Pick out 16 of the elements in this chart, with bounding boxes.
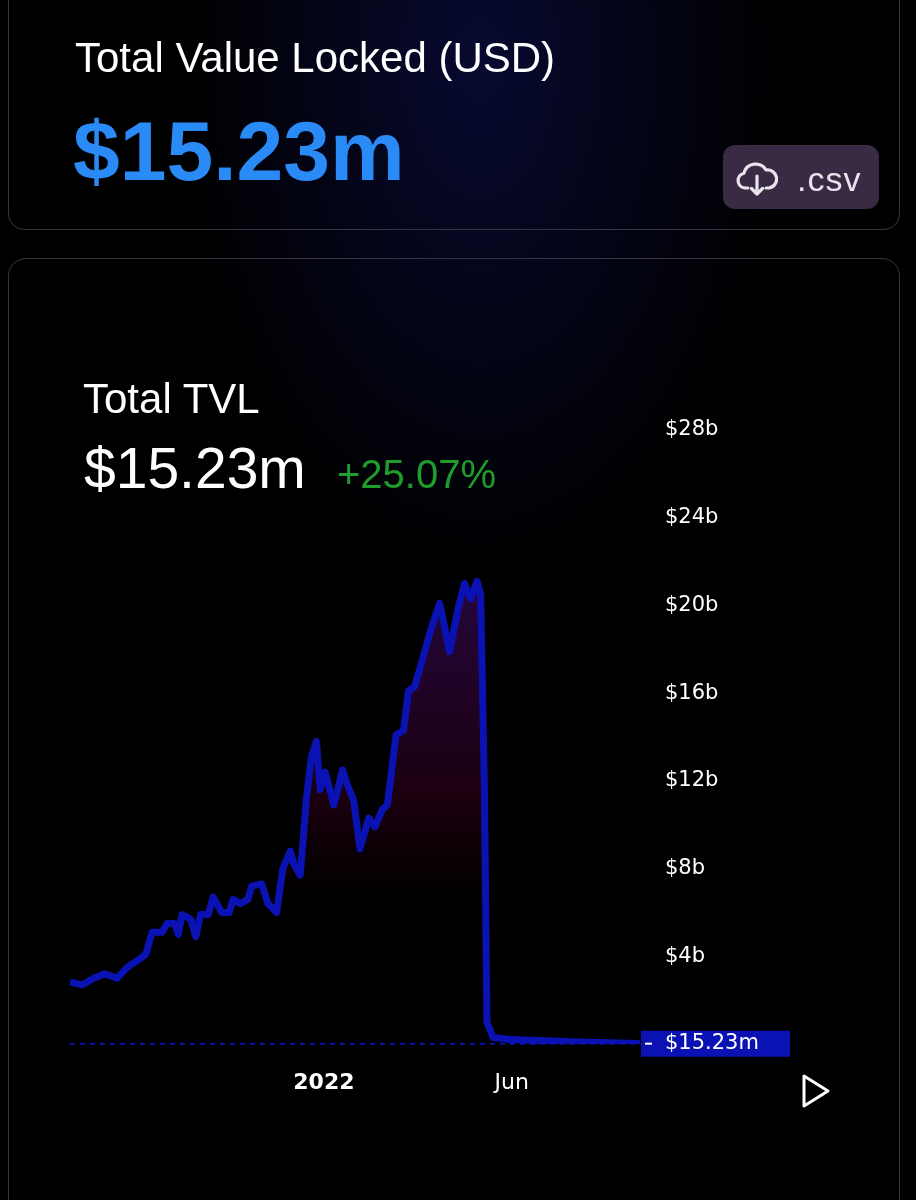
x-tick-label: Jun [492,1068,529,1094]
x-tick-label: 2022 [293,1068,355,1094]
y-tick-label: $24b [665,504,719,529]
annotation: +25.07% [337,452,497,496]
y-tick-label: $8b [665,855,706,880]
chart-subtitle: $15.23m [73,104,405,198]
annotation: $15.23m [84,436,306,500]
y-tick-label: $20b [665,591,719,616]
y-tick-label: $12b [665,767,719,792]
y-tick-label: $28b [665,416,719,441]
download-button: .csv [723,145,879,209]
y-tick-label: $4b [665,942,706,967]
text: Total TVL [83,375,260,422]
chart-title: Total Value Locked (USD) [75,34,556,81]
y-tick-label: $16b [665,679,719,704]
ref-line-label: $15.23m [665,1030,759,1055]
